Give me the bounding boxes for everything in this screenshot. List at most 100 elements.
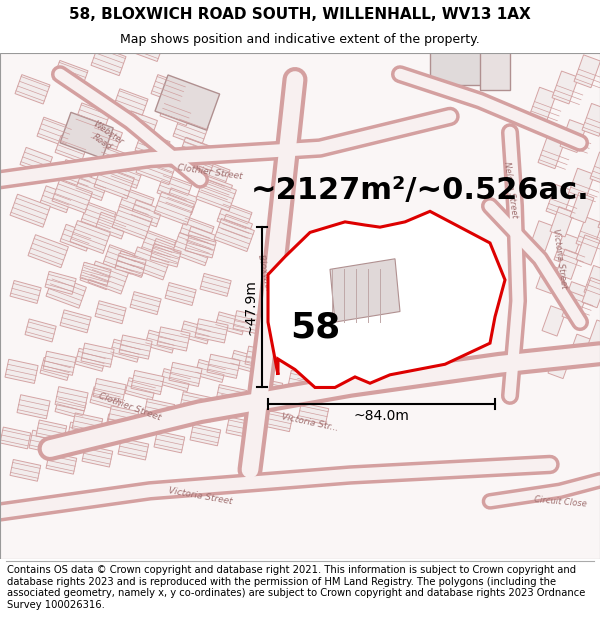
Polygon shape <box>143 406 176 430</box>
Polygon shape <box>215 312 246 335</box>
Polygon shape <box>150 244 181 267</box>
Polygon shape <box>110 161 142 188</box>
Polygon shape <box>55 396 86 419</box>
Polygon shape <box>20 148 52 174</box>
Polygon shape <box>157 174 192 203</box>
Polygon shape <box>95 301 126 324</box>
Text: ~84.0m: ~84.0m <box>353 409 409 424</box>
Polygon shape <box>298 402 329 424</box>
Polygon shape <box>119 188 154 218</box>
Polygon shape <box>217 202 252 232</box>
Polygon shape <box>195 159 230 189</box>
Polygon shape <box>151 74 186 104</box>
Polygon shape <box>538 136 565 169</box>
Text: Nelson Street: Nelson Street <box>502 161 518 219</box>
Polygon shape <box>157 327 190 351</box>
Polygon shape <box>10 194 50 228</box>
Polygon shape <box>94 166 134 199</box>
Polygon shape <box>28 235 68 268</box>
Polygon shape <box>108 406 139 428</box>
Text: Webster
Road: Webster Road <box>85 119 125 156</box>
Polygon shape <box>82 446 113 467</box>
Polygon shape <box>136 152 176 185</box>
Polygon shape <box>154 431 185 453</box>
Polygon shape <box>172 232 212 266</box>
Polygon shape <box>72 413 103 434</box>
Polygon shape <box>257 382 290 406</box>
Polygon shape <box>546 184 572 218</box>
Polygon shape <box>178 138 218 171</box>
Polygon shape <box>195 359 226 382</box>
Polygon shape <box>180 138 212 164</box>
Polygon shape <box>181 398 214 422</box>
Polygon shape <box>113 89 148 118</box>
Polygon shape <box>165 188 197 215</box>
Polygon shape <box>45 271 76 294</box>
Polygon shape <box>556 249 580 279</box>
Polygon shape <box>216 384 247 406</box>
Polygon shape <box>10 281 41 304</box>
Polygon shape <box>288 371 319 392</box>
Polygon shape <box>245 346 278 370</box>
Polygon shape <box>110 339 141 362</box>
Polygon shape <box>562 282 589 314</box>
Polygon shape <box>60 310 91 333</box>
Polygon shape <box>219 389 252 414</box>
Polygon shape <box>115 251 148 278</box>
Polygon shape <box>552 71 578 104</box>
Polygon shape <box>180 392 211 413</box>
Polygon shape <box>119 335 152 359</box>
Polygon shape <box>268 211 505 388</box>
Text: Clothier Street: Clothier Street <box>98 391 163 422</box>
Polygon shape <box>130 247 170 280</box>
Polygon shape <box>230 351 261 373</box>
Polygon shape <box>115 253 146 276</box>
Polygon shape <box>36 420 67 442</box>
Polygon shape <box>554 233 580 266</box>
Polygon shape <box>200 273 231 296</box>
Polygon shape <box>43 351 76 376</box>
Polygon shape <box>598 201 600 234</box>
Polygon shape <box>180 321 211 344</box>
Polygon shape <box>135 131 170 161</box>
Polygon shape <box>95 212 127 239</box>
Text: 58: 58 <box>290 311 340 344</box>
Polygon shape <box>105 414 138 438</box>
Polygon shape <box>568 168 595 201</box>
Polygon shape <box>145 330 176 353</box>
Polygon shape <box>55 387 88 411</box>
Polygon shape <box>568 334 592 364</box>
Text: Bloxwich Road South: Bloxwich Road South <box>256 254 284 348</box>
Text: Contains OS data © Crown copyright and database right 2021. This information is : Contains OS data © Crown copyright and d… <box>7 565 586 610</box>
Polygon shape <box>75 103 110 132</box>
Polygon shape <box>214 219 254 251</box>
Polygon shape <box>150 239 182 266</box>
Polygon shape <box>185 226 217 253</box>
Polygon shape <box>55 135 88 162</box>
Polygon shape <box>90 387 121 410</box>
Polygon shape <box>59 159 94 189</box>
Polygon shape <box>70 221 110 254</box>
Polygon shape <box>17 395 50 419</box>
Polygon shape <box>160 369 191 391</box>
Polygon shape <box>548 348 572 379</box>
Polygon shape <box>190 424 221 446</box>
Polygon shape <box>130 200 163 227</box>
Polygon shape <box>75 174 107 201</box>
Polygon shape <box>141 231 176 260</box>
Polygon shape <box>196 178 236 211</box>
Polygon shape <box>173 117 208 146</box>
Polygon shape <box>480 39 510 90</box>
Polygon shape <box>129 32 164 61</box>
Polygon shape <box>271 302 304 327</box>
Polygon shape <box>530 221 554 251</box>
Polygon shape <box>88 261 128 294</box>
Polygon shape <box>81 202 116 232</box>
Polygon shape <box>46 275 86 308</box>
Polygon shape <box>93 379 126 402</box>
Polygon shape <box>154 192 194 225</box>
Polygon shape <box>125 378 156 401</box>
Polygon shape <box>226 417 257 439</box>
Polygon shape <box>130 292 161 314</box>
Polygon shape <box>53 61 88 90</box>
